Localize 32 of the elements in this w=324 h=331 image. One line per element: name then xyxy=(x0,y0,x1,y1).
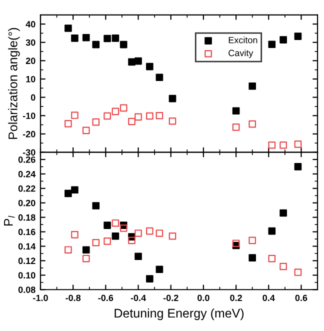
y-tick-label: 0.22 xyxy=(18,185,36,192)
y-tick-label: 30 xyxy=(26,39,36,46)
x-axis-title: Detuning Energy (meV) xyxy=(114,308,244,320)
y-tick-label: 40 xyxy=(26,21,36,28)
y-tick-label: 0.16 xyxy=(18,228,36,236)
y-tick-label: 0.10 xyxy=(18,272,36,279)
y-axis-title: P$_{l}$ xyxy=(4,216,15,226)
y-axis-title: Polarization angle(°) xyxy=(8,28,20,139)
y-tick-label: 0.12 xyxy=(18,258,36,264)
y-tick-label: 0.18 xyxy=(18,214,36,221)
legend-label: Exciton xyxy=(228,36,258,44)
y-tick-label: 0.08 xyxy=(18,286,36,293)
x-tick-label: -0.6 xyxy=(98,294,114,302)
x-tick-label: -0.4 xyxy=(130,294,146,302)
x-tick-label: -1.0 xyxy=(33,294,48,302)
x-tick-label: 0.6 xyxy=(295,294,308,302)
y-tick-label: -10 xyxy=(22,112,36,119)
y-tick-label: 20 xyxy=(26,58,36,64)
x-tick-label: 0.0 xyxy=(198,294,210,302)
x-tick-label: -0.8 xyxy=(66,294,81,302)
y-tick-label: 0.24 xyxy=(18,170,36,178)
y-tick-label: -20 xyxy=(22,130,36,138)
y-tick-label: 0.20 xyxy=(18,200,36,206)
legend-label: Cavity xyxy=(228,50,254,58)
y-tick-label: 0.26 xyxy=(18,156,36,163)
x-tick-label: 0.4 xyxy=(262,294,275,302)
x-tick-label: -0.2 xyxy=(163,294,178,302)
y-tick-label: -30 xyxy=(22,149,36,156)
y-tick-label: 10 xyxy=(26,76,36,82)
y-tick-label: 0.14 xyxy=(18,243,36,250)
y-tick-label: 0 xyxy=(30,94,36,101)
x-tick-label: 0.2 xyxy=(230,294,242,302)
